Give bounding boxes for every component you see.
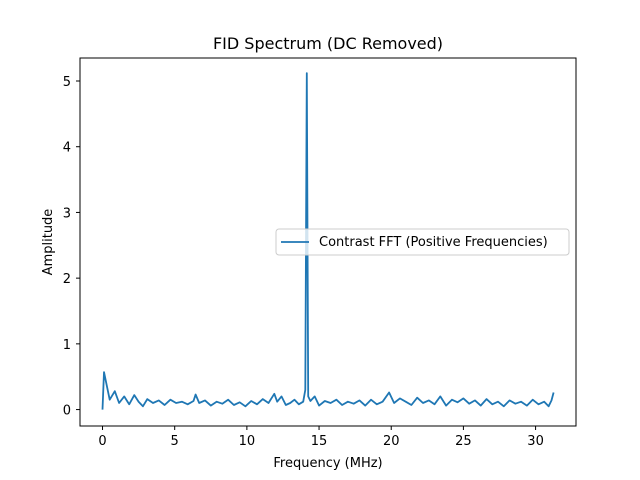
chart-title: FID Spectrum (DC Removed) [213, 34, 443, 53]
x-tick-label: 10 [239, 434, 256, 449]
y-axis-ticks: 0 1 2 3 4 5 [63, 75, 80, 419]
y-axis-label: Amplitude [41, 209, 56, 276]
legend-box [275, 228, 570, 256]
plot-area-frame [79, 57, 577, 427]
y-tick-label: 3 [63, 206, 71, 221]
y-tick-label: 4 [63, 141, 71, 156]
y-tick-label: 2 [63, 272, 71, 287]
x-tick-label: 0 [98, 434, 106, 449]
x-axis-ticks: 0 5 10 15 20 25 30 [98, 426, 544, 449]
x-axis-label: Frequency (MHz) [273, 456, 382, 471]
legend-entry-label: Contrast FFT (Positive Frequencies) [319, 235, 548, 250]
series-line-contrast-fft [101, 72, 555, 410]
y-tick-label: 5 [63, 75, 71, 90]
legend: Contrast FFT (Positive Frequencies) [275, 228, 570, 256]
y-tick-label: 1 [63, 338, 71, 353]
x-tick-label: 20 [383, 434, 400, 449]
y-tick-label: 0 [63, 404, 71, 419]
x-tick-label: 15 [311, 434, 328, 449]
x-tick-label: 5 [171, 434, 179, 449]
x-tick-label: 25 [455, 434, 472, 449]
x-tick-label: 30 [527, 434, 544, 449]
